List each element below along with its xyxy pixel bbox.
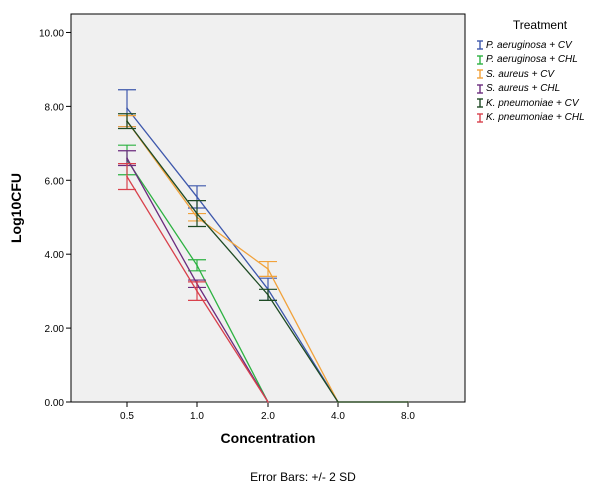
- data-point: [196, 212, 198, 215]
- legend-items: P. aeruginosa + CV P. aeruginosa + CHL S. …: [474, 38, 606, 125]
- legend-title: Treatment: [512, 18, 568, 32]
- legend-label: K. pneumoniae + CHL: [486, 112, 585, 124]
- legend: Treatment P. aeruginosa + CV P. aeruginos…: [474, 18, 606, 125]
- plot-area: [70, 13, 466, 403]
- error-bar-icon: [474, 98, 486, 108]
- y-tick-label: 2.00: [45, 324, 65, 335]
- x-tick-label: 4.0: [331, 411, 345, 422]
- data-point: [126, 120, 128, 122]
- data-point: [196, 290, 198, 292]
- data-point: [267, 401, 269, 403]
- y-tick-label: 10.00: [39, 28, 64, 39]
- axes: 0.00 2.00 4.00 6.00 8.00 10.00 0.5 1.0 2.0 4.0 8.0: [39, 28, 415, 422]
- data-point: [196, 196, 198, 198]
- error-bar-icon: [474, 113, 486, 123]
- series-layer: [118, 89, 409, 403]
- x-axis-label: Concentration: [221, 430, 316, 446]
- data-point: [267, 268, 269, 270]
- legend-label: S. aureus + CV: [486, 68, 555, 80]
- legend-item: K. pneumoniae + CHL: [474, 111, 606, 126]
- y-tick-label: 6.00: [45, 176, 65, 187]
- legend-item: S. aureus + CV: [474, 67, 606, 82]
- y-axis-label: Log10CFU: [8, 173, 24, 243]
- x-tick-label: 0.5: [120, 411, 134, 422]
- y-tick-label: 4.00: [45, 250, 65, 261]
- data-point: [126, 175, 128, 178]
- legend-label: S. aureus + CHL: [486, 83, 561, 95]
- y-tick-label: 8.00: [45, 102, 65, 113]
- y-tick-label: 0.00: [45, 398, 65, 409]
- data-point: [407, 401, 409, 403]
- data-point: [126, 157, 128, 159]
- legend-item: S. aureus + CHL: [474, 82, 606, 97]
- error-bar-icon: [474, 55, 486, 65]
- series-group: [118, 163, 269, 403]
- data-point: [337, 401, 339, 403]
- series-group: [118, 113, 409, 403]
- error-bar-footnote: Error Bars: +/- 2 SD: [250, 470, 356, 484]
- data-point: [126, 107, 128, 110]
- x-tick-label: 8.0: [401, 411, 415, 422]
- legend-item: P. aeruginosa + CHL: [474, 53, 606, 68]
- legend-label: P. aeruginosa + CHL: [486, 54, 578, 66]
- data-point: [267, 294, 269, 296]
- x-tick-label: 2.0: [261, 411, 275, 422]
- legend-label: P. aeruginosa + CV: [486, 39, 572, 51]
- error-bar-icon: [474, 84, 486, 94]
- legend-item: K. pneumoniae + CV: [474, 96, 606, 111]
- error-bar-icon: [474, 40, 486, 50]
- legend-label: K. pneumoniae + CV: [486, 97, 579, 109]
- data-point: [196, 264, 198, 267]
- error-bar-icon: [474, 69, 486, 79]
- legend-item: P. aeruginosa + CV: [474, 38, 606, 53]
- x-tick-label: 1.0: [190, 411, 204, 422]
